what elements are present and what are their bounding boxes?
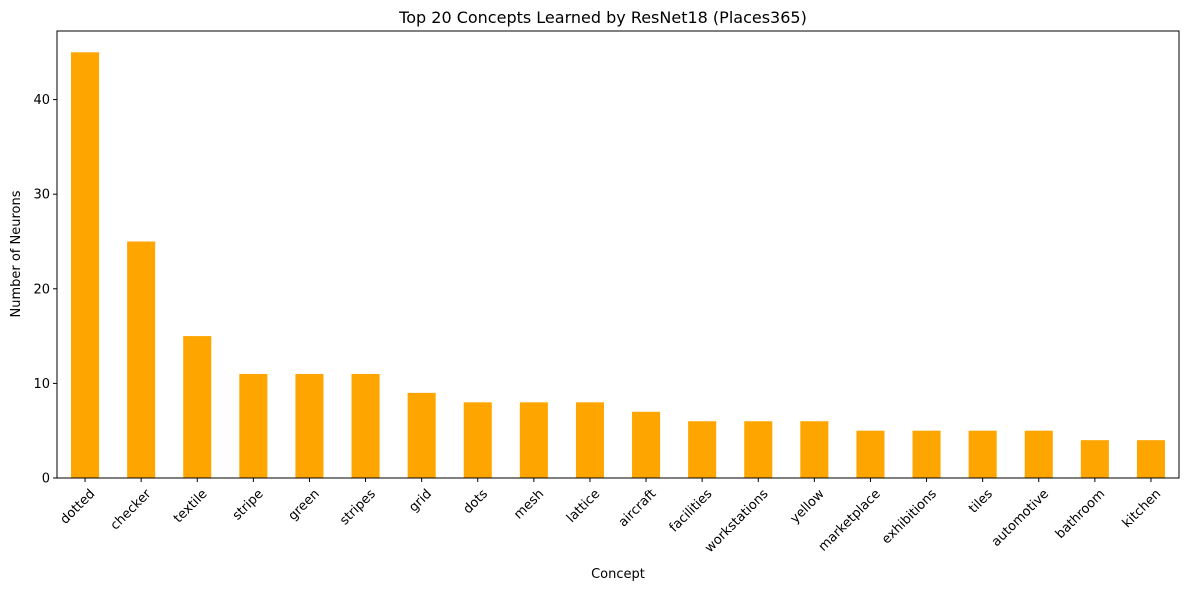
x-tick-label: textile bbox=[171, 487, 211, 527]
x-tick-label: tiles bbox=[966, 486, 996, 516]
bar-tiles bbox=[968, 430, 997, 478]
x-tick-label: stripe bbox=[230, 487, 267, 524]
y-tick-label: 40 bbox=[33, 93, 50, 108]
y-tick-label: 30 bbox=[33, 188, 50, 203]
bar-dotted bbox=[71, 52, 100, 479]
bar-lattice bbox=[575, 402, 604, 478]
x-tick-label: grid bbox=[406, 487, 435, 516]
x-tick-label: facilities bbox=[667, 487, 716, 536]
x-tick-label: exhibitions bbox=[879, 487, 940, 548]
y-tick-label: 0 bbox=[42, 472, 50, 487]
y-tick-label: 20 bbox=[33, 282, 50, 297]
x-tick-label: dotted bbox=[58, 487, 99, 528]
x-tick-label: dots bbox=[461, 486, 492, 517]
x-tick-label: lattice bbox=[564, 487, 603, 526]
bar-mesh bbox=[519, 402, 548, 478]
bar-kitchen bbox=[1136, 440, 1165, 478]
x-tick-label: yellow bbox=[788, 486, 828, 526]
bar-dots bbox=[463, 402, 492, 478]
bar-textile bbox=[183, 336, 212, 478]
bar-grid bbox=[407, 392, 436, 478]
x-tick-label: green bbox=[286, 487, 323, 524]
x-tick-label: checker bbox=[108, 486, 155, 533]
x-tick-label: automotive bbox=[989, 487, 1052, 550]
bar-marketplace bbox=[856, 430, 885, 478]
chart-title: Top 20 Concepts Learned by ResNet18 (Pla… bbox=[398, 8, 807, 27]
bar-yellow bbox=[800, 421, 829, 478]
x-axis-ticks: dotted checker textile stripe green stripes gr… bbox=[58, 478, 1164, 556]
bar-automotive bbox=[1024, 430, 1053, 478]
bar-workstations bbox=[744, 421, 773, 478]
plot-frame bbox=[56, 30, 1180, 479]
x-tick-label: mesh bbox=[511, 487, 547, 523]
bar-green bbox=[295, 373, 324, 478]
x-tick-label: stripes bbox=[337, 487, 379, 529]
bar-exhibitions bbox=[912, 430, 941, 478]
bar-stripe bbox=[239, 373, 268, 478]
x-tick-label: aircraft bbox=[616, 487, 660, 531]
x-tick-label: kitchen bbox=[1120, 487, 1164, 531]
bar-aircraft bbox=[632, 411, 661, 478]
x-axis-label: Concept bbox=[591, 567, 645, 582]
x-tick-label: bathroom bbox=[1053, 487, 1108, 542]
y-axis-label: Number of Neurons bbox=[9, 190, 24, 317]
bar-checker bbox=[127, 241, 156, 478]
bar-bathroom bbox=[1080, 440, 1109, 478]
y-axis-ticks: 0 10 20 30 40 bbox=[33, 93, 57, 487]
bars-group bbox=[71, 52, 1165, 479]
y-tick-label: 10 bbox=[33, 377, 50, 392]
bar-facilities bbox=[688, 421, 717, 478]
bar-stripes bbox=[351, 373, 380, 478]
